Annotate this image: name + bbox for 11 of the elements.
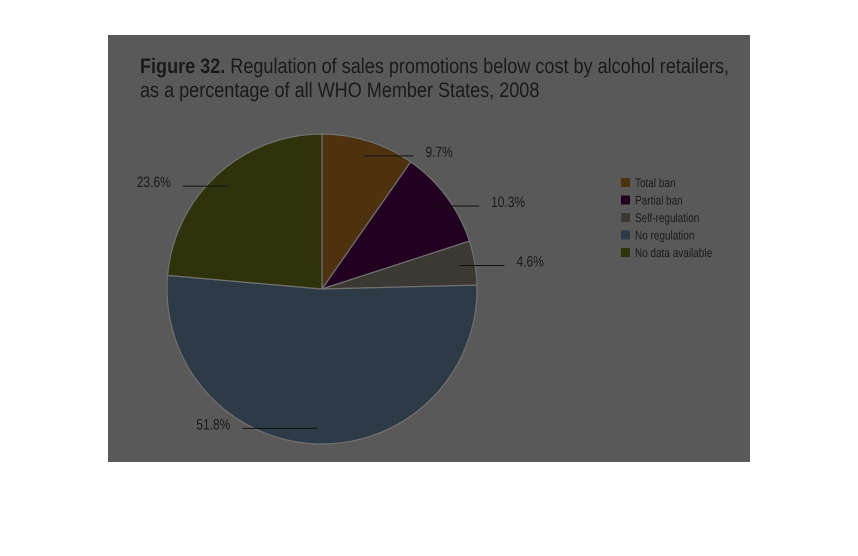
data-label: 23.6% [136,174,171,190]
legend-label: Partial ban [635,194,683,208]
legend-label: No data available [635,247,712,260]
data-label: 10.3% [491,194,526,210]
legend-label: Total ban [635,177,676,190]
data-label: 51.8% [196,416,230,433]
legend-label: No regulation [635,230,694,243]
legend-label: Self-regulation [635,212,700,226]
data-label: 9.7% [425,144,453,160]
chart-title: Figure 32. Regulation of sales promotions below cost by alcohol retailers, as a percentage of all WHO Member States, 2008 [140,54,730,102]
data-label: 4.6% [516,253,544,270]
